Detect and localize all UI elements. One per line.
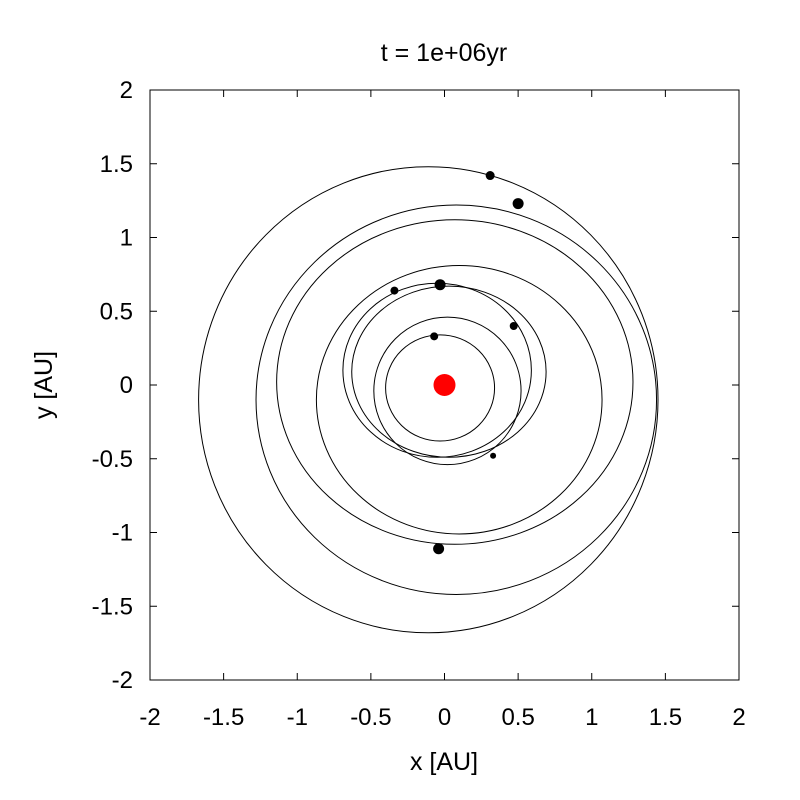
orbits-layer (198, 166, 659, 634)
y-tick-label: 1 (120, 225, 133, 252)
x-tick-label: -1.5 (203, 704, 244, 731)
planet-marker (390, 286, 399, 295)
star-marker (433, 374, 456, 396)
y-tick-label: 0.5 (100, 298, 133, 325)
planet-marker (485, 171, 495, 181)
orbit-path (315, 265, 603, 535)
planet-marker (490, 452, 497, 459)
planets-layer (390, 171, 524, 555)
orbit-path (198, 166, 659, 634)
y-tick-label: -1 (112, 520, 133, 547)
orbit-path (255, 204, 658, 595)
x-tick-label: -1 (287, 704, 308, 731)
y-tick-label: 1.5 (100, 151, 133, 178)
y-tick-label: -0.5 (92, 446, 133, 473)
y-axis-label: y [AU] (30, 351, 58, 419)
y-tick-label: -2 (112, 667, 133, 694)
y-tick-label: 2 (120, 77, 133, 104)
y-tick-label: -1.5 (92, 593, 133, 620)
orbit-path (385, 334, 496, 442)
orbit-path (373, 316, 522, 466)
plot-frame (149, 89, 740, 681)
orbit-path (351, 285, 547, 458)
x-tick-label: 1 (585, 704, 598, 731)
x-tick-label: 2 (732, 704, 745, 731)
x-tick-label: 1.5 (649, 704, 682, 731)
x-axis-label: x [AU] (410, 748, 478, 776)
axes-layer: -2 -1.5 -1 -0.5 0 0.5 1 1.5 2 2 1.5 1 0.5 0 -0.5 -1 -1.5… (92, 77, 746, 731)
chart-title: t = 1e+06yr (381, 39, 507, 67)
planet-marker (512, 198, 524, 210)
x-tick-label: -2 (139, 704, 160, 731)
x-tick-label: 0 (438, 704, 451, 731)
planet-marker (509, 322, 518, 330)
y-tick-label: 0 (120, 372, 133, 399)
planet-marker (430, 332, 439, 341)
x-tick-label: 0.5 (501, 704, 534, 731)
orbit-path (276, 219, 634, 545)
planet-marker (433, 543, 445, 555)
planet-marker (434, 279, 446, 291)
x-tick-label: -0.5 (350, 704, 391, 731)
